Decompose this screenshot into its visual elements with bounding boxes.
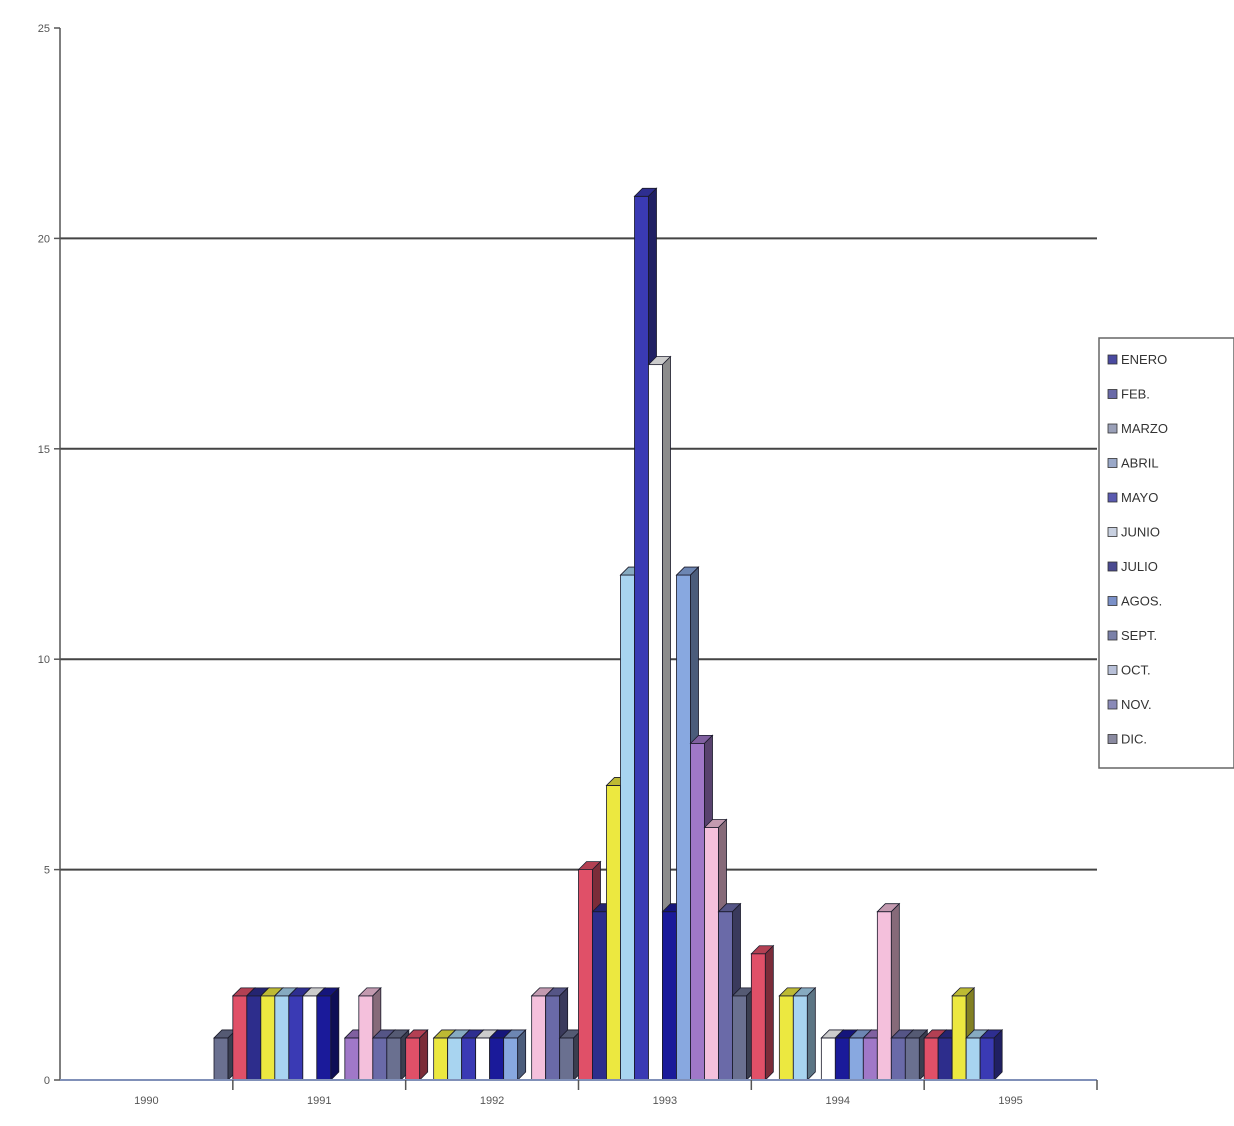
legend-swatch: [1107, 734, 1118, 744]
legend-item: JULIO: [1107, 559, 1158, 574]
legend-swatch: [1107, 423, 1118, 434]
bar: [979, 1028, 1004, 1081]
legend-label: AGOS.: [1121, 594, 1162, 609]
legend-box: [1098, 337, 1234, 769]
legend: ENERO FEB. MARZO ABRIL MAYO JUNIO JULIO AGOS. SE…: [1098, 337, 1234, 769]
legend-swatch: [1107, 458, 1118, 468]
bar: [404, 1028, 429, 1081]
legend-item: NOV.: [1107, 697, 1152, 712]
legend-item: OCT.: [1107, 663, 1151, 678]
legend-swatch: [1107, 699, 1118, 710]
bars-group: [213, 187, 1004, 1081]
axes: [54, 27, 1098, 1090]
legend-label: ENERO: [1121, 352, 1167, 367]
legend-label: SEPT.: [1121, 628, 1157, 643]
x-tick-label: 1992: [480, 1095, 504, 1107]
x-tick-labels: 1990 1991 1992 1993 1994 1995: [134, 1095, 1023, 1107]
gridlines: [60, 237, 1097, 871]
legend-item: SEPT.: [1107, 628, 1157, 643]
y-tick-label: 20: [38, 233, 50, 245]
legend-item: ENERO: [1107, 352, 1167, 367]
bar: [502, 1028, 527, 1081]
legend-label: ABRIL: [1121, 456, 1159, 471]
legend-swatch: [1107, 389, 1118, 399]
x-tick-label: 1990: [134, 1095, 158, 1107]
legend-label: FEB.: [1121, 387, 1150, 402]
y-tick-labels: 0 5 10 15 20 25: [38, 23, 50, 1087]
legend-swatch: [1107, 492, 1118, 503]
bar: [792, 986, 817, 1081]
legend-item: MAYO: [1107, 490, 1158, 505]
x-tick-label: 1991: [307, 1095, 331, 1107]
y-tick-label: 15: [38, 444, 50, 456]
legend-item: ABRIL: [1107, 456, 1159, 471]
legend-swatch: [1107, 630, 1118, 641]
legend-label: MARZO: [1121, 421, 1168, 436]
y-tick-label: 25: [38, 23, 50, 35]
y-tick-label: 0: [44, 1075, 50, 1087]
bar: [750, 944, 775, 1081]
y-tick-label: 10: [38, 654, 50, 666]
y-tick-label: 5: [44, 865, 50, 877]
legend-swatch: [1107, 354, 1118, 365]
legend-label: JULIO: [1121, 559, 1158, 574]
legend-label: NOV.: [1121, 697, 1152, 712]
legend-label: OCT.: [1121, 663, 1151, 678]
legend-label: DIC.: [1121, 732, 1147, 747]
bar: [315, 986, 340, 1081]
legend-item: MARZO: [1107, 421, 1168, 436]
legend-label: MAYO: [1121, 490, 1158, 505]
legend-swatch: [1107, 527, 1118, 537]
legend-item: FEB.: [1107, 387, 1150, 402]
legend-item: AGOS.: [1107, 594, 1162, 609]
legend-swatch: [1107, 596, 1118, 606]
legend-swatch: [1107, 665, 1118, 675]
legend-item: JUNIO: [1107, 525, 1160, 540]
legend-item: DIC.: [1107, 732, 1147, 747]
x-tick-label: 1994: [826, 1095, 850, 1107]
x-tick-label: 1993: [653, 1095, 677, 1107]
bar: [647, 355, 672, 1081]
legend-label: JUNIO: [1121, 525, 1160, 540]
legend-swatch: [1107, 561, 1118, 572]
x-tick-label: 1995: [998, 1095, 1022, 1107]
